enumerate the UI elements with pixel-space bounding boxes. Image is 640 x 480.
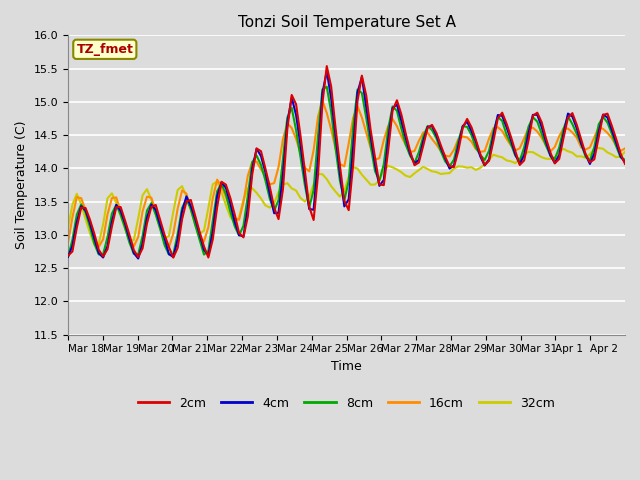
X-axis label: Time: Time	[331, 360, 362, 373]
Legend: 2cm, 4cm, 8cm, 16cm, 32cm: 2cm, 4cm, 8cm, 16cm, 32cm	[133, 392, 560, 415]
Title: Tonzi Soil Temperature Set A: Tonzi Soil Temperature Set A	[237, 15, 456, 30]
Y-axis label: Soil Temperature (C): Soil Temperature (C)	[15, 120, 28, 249]
Text: TZ_fmet: TZ_fmet	[76, 43, 133, 56]
